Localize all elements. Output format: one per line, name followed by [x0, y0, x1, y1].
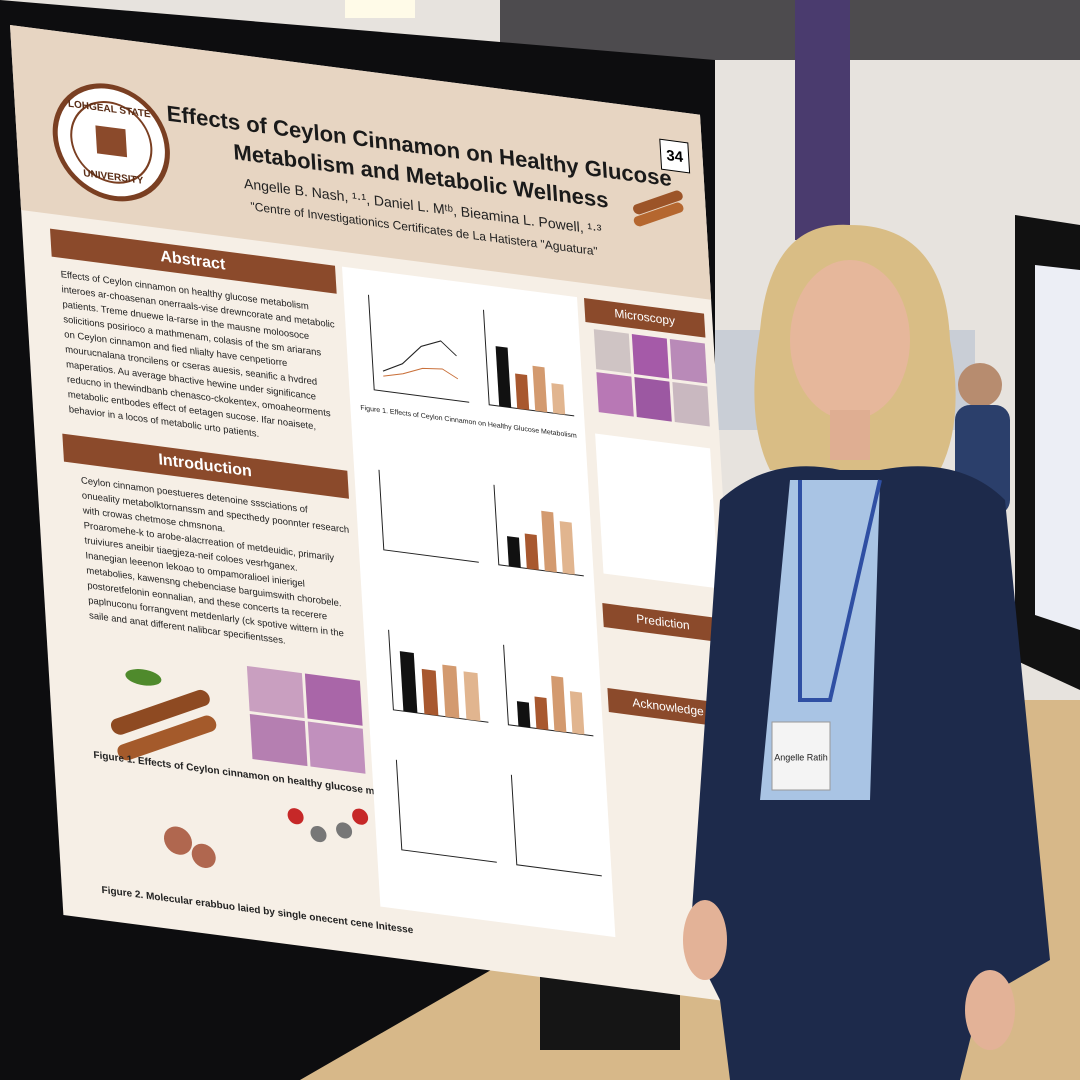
bar — [559, 521, 575, 575]
cinnamon-stick — [633, 202, 684, 227]
atom — [336, 822, 353, 839]
bar — [507, 536, 521, 568]
bar — [495, 346, 512, 408]
logo-emblem — [95, 125, 128, 158]
logo-ring — [70, 101, 153, 184]
bar — [463, 671, 481, 722]
name-badge — [771, 721, 831, 791]
bar — [551, 383, 566, 415]
curve — [383, 367, 459, 380]
micrograph — [672, 381, 710, 427]
section-header — [607, 688, 729, 728]
face — [790, 260, 910, 420]
cinnamon-stick — [110, 689, 210, 735]
poster-number: 34 — [666, 147, 684, 166]
micrograph — [304, 673, 363, 726]
section-header — [584, 298, 706, 338]
atom — [163, 826, 193, 855]
right-poster — [1035, 265, 1080, 630]
bar — [516, 701, 531, 728]
micrograph — [634, 377, 672, 422]
atom — [287, 808, 304, 825]
number-box — [659, 138, 691, 174]
curve — [382, 340, 457, 372]
bar — [515, 373, 530, 410]
section-header — [50, 228, 337, 294]
axis — [493, 484, 584, 577]
micrograph — [596, 372, 634, 417]
micrograph — [669, 338, 708, 384]
micrograph — [631, 334, 670, 379]
cinnamon-stick — [633, 190, 683, 215]
lanyard — [798, 479, 882, 702]
presenter: Angelle Ratih — [683, 224, 1050, 1080]
bar — [524, 533, 539, 570]
poster: LOHGEAL STATE UNIVERSITY Effects of Ceyl… — [10, 25, 754, 1005]
badge-name: Angelle Ratih — [774, 752, 828, 762]
hand — [965, 970, 1015, 1050]
pillar — [795, 0, 850, 240]
molecule — [163, 808, 369, 868]
axis — [395, 759, 497, 863]
micrograph — [307, 721, 366, 774]
leaf — [125, 669, 162, 686]
section-header — [62, 433, 349, 499]
bar — [399, 651, 418, 713]
hand — [683, 900, 727, 980]
bar — [551, 675, 567, 733]
bar — [541, 510, 557, 573]
blouse — [760, 480, 880, 800]
atom — [191, 843, 216, 868]
visitor-head — [958, 363, 1002, 407]
bar — [442, 664, 460, 719]
atom — [352, 808, 369, 825]
neck — [830, 410, 870, 460]
micrograph — [246, 665, 305, 719]
atom — [310, 825, 327, 843]
cinnamon-icon — [633, 190, 684, 227]
results-panel — [342, 266, 616, 938]
ceiling — [500, 0, 1080, 60]
bar — [569, 691, 585, 735]
bar — [534, 696, 549, 730]
axis — [378, 469, 479, 563]
poster-header — [10, 25, 712, 300]
ceiling-light — [345, 0, 415, 18]
scatter-panel — [595, 433, 719, 589]
bar — [532, 365, 548, 413]
cinnamon-illustration — [110, 669, 217, 761]
cinnamon-stick — [117, 715, 217, 761]
micrograph — [593, 329, 632, 374]
section-header — [602, 603, 724, 643]
axis — [368, 294, 470, 403]
micrograph — [249, 713, 308, 767]
bar — [421, 668, 439, 716]
axis — [510, 774, 602, 877]
bars-decor — [399, 346, 585, 735]
